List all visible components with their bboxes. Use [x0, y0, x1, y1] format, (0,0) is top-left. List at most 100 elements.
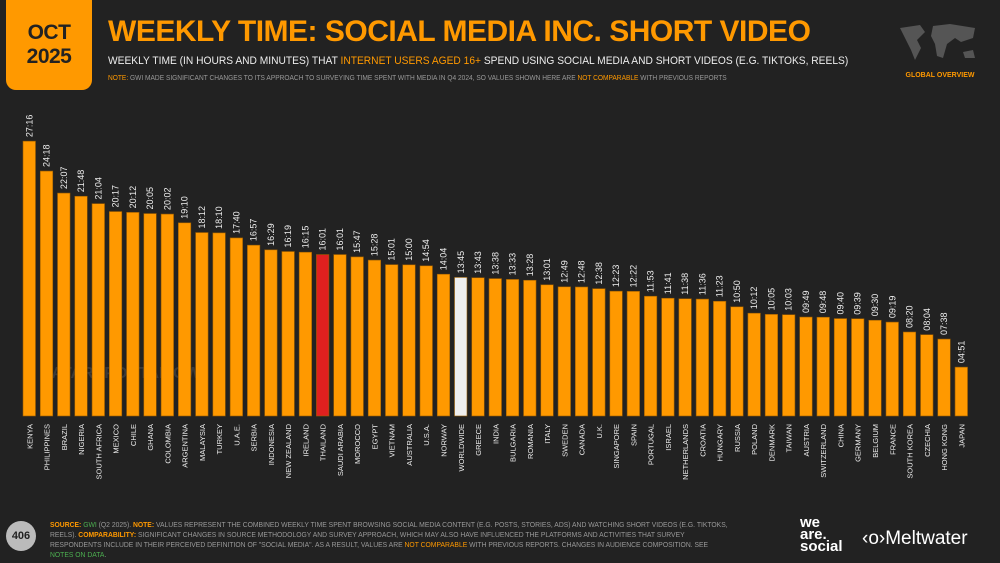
- bar-poland: [747, 312, 761, 417]
- bar-austria: [799, 316, 813, 417]
- bar-u-k-: [592, 288, 606, 417]
- bar-japan: [954, 366, 968, 417]
- bar-argentina: [178, 222, 192, 417]
- category-label: CZECHIA: [923, 424, 932, 457]
- value-label: 20:05: [145, 187, 155, 210]
- value-label: 21:48: [76, 170, 86, 193]
- value-label: 11:53: [646, 270, 656, 292]
- bar-russia: [730, 306, 744, 417]
- value-label: 12:22: [628, 265, 638, 288]
- subtitle-pre: WEEKLY TIME (IN HOURS AND MINUTES) THAT: [108, 55, 341, 67]
- footer-end: .: [104, 550, 107, 559]
- page-number: 406: [6, 521, 36, 551]
- category-label: BELGIUM: [871, 424, 880, 458]
- bar-morocco: [350, 256, 364, 417]
- notes-on-data-link[interactable]: NOTES ON DATA: [50, 550, 105, 559]
- category-label: SOUTH KOREA: [906, 424, 915, 479]
- category-label: ARGENTINA: [181, 424, 190, 468]
- logo-line: social: [800, 538, 843, 555]
- bar-brazil: [57, 192, 71, 417]
- value-label: 18:12: [197, 206, 207, 229]
- bar-taiwan: [782, 314, 796, 417]
- note-highlight: NOT COMPARABLE: [577, 73, 639, 82]
- value-label: 13:28: [525, 254, 535, 277]
- bar-thailand: [316, 254, 330, 417]
- value-label: 14:54: [421, 239, 431, 262]
- category-label: INDONESIA: [267, 424, 276, 465]
- comparability-label: COMPARABILITY:: [78, 530, 137, 539]
- bar-romania: [523, 279, 537, 417]
- value-label: 12:38: [594, 262, 604, 285]
- value-label: 09:19: [887, 296, 897, 319]
- bar-indonesia: [264, 249, 278, 417]
- category-label: IRELAND: [301, 423, 310, 456]
- category-label: NORWAY: [439, 424, 448, 457]
- value-label: 19:10: [180, 196, 190, 219]
- value-label: 11:23: [715, 275, 725, 297]
- bar-vietnam: [385, 264, 399, 417]
- category-label: BRAZIL: [60, 424, 69, 450]
- category-label: RUSSIA: [733, 424, 742, 452]
- note-label: NOTE:: [108, 73, 129, 82]
- bar-u-a-e-: [229, 237, 243, 417]
- category-label: SOUTH AFRICA: [94, 424, 103, 479]
- category-label: SWITZERLAND: [819, 423, 828, 477]
- category-label: EGYPT: [370, 424, 379, 450]
- value-label: 16:01: [318, 228, 328, 251]
- value-label: 14:04: [438, 248, 448, 271]
- category-label: CHILE: [129, 424, 138, 446]
- category-label: U.S.A.: [422, 424, 431, 446]
- bar-mexico: [109, 211, 123, 417]
- value-label: 27:16: [24, 115, 34, 138]
- world-map-icon: [900, 24, 975, 60]
- bar-turkey: [212, 232, 226, 417]
- bar-saudi-arabia: [333, 254, 347, 417]
- subtitle-post: SPEND USING SOCIAL MEDIA AND SHORT VIDEO…: [481, 55, 849, 67]
- bar-belgium: [868, 319, 882, 417]
- value-label: 17:40: [231, 211, 241, 234]
- badge-month: OCT: [27, 21, 71, 44]
- bar-australia: [402, 264, 416, 417]
- region-label: GLOBAL OVERVIEW: [905, 72, 975, 79]
- comparability-text: SIGNIFICANT CHANGES IN SOURCE METHODOLOG…: [50, 530, 685, 549]
- value-label: 12:48: [577, 260, 587, 283]
- subtitle: WEEKLY TIME (IN HOURS AND MINUTES) THAT …: [108, 55, 848, 67]
- category-label: MEXICO: [112, 424, 121, 454]
- bar-switzerland: [816, 316, 830, 417]
- category-label: AUSTRALIA: [405, 424, 414, 466]
- category-label: SAUDI ARABIA: [336, 424, 345, 476]
- logo-line: we: [800, 514, 821, 531]
- bar-south-africa: [91, 203, 105, 417]
- category-label: VIETNAM: [388, 424, 397, 457]
- bar-norway: [436, 273, 451, 417]
- page-title: WEEKLY TIME: SOCIAL MEDIA INC. SHORT VID…: [108, 15, 811, 48]
- value-label: 20:17: [111, 185, 121, 208]
- source-name: GWI: [83, 520, 97, 529]
- bar-france: [885, 321, 899, 417]
- we-are-social-logo: we are. social: [800, 514, 843, 555]
- value-label: 15:28: [369, 234, 379, 257]
- category-label: NETHERLANDS: [681, 424, 690, 480]
- bar-hungary: [713, 300, 727, 417]
- value-label: 13:01: [542, 258, 552, 281]
- category-label: NEW ZEALAND: [284, 423, 293, 478]
- value-label: 20:12: [128, 186, 138, 209]
- category-label: ROMANIA: [526, 424, 535, 459]
- category-label: ITALY: [543, 424, 552, 444]
- value-label: 15:01: [387, 238, 397, 261]
- value-label: 21:04: [93, 177, 103, 200]
- value-label: 22:07: [59, 167, 69, 190]
- value-label: 10:03: [784, 288, 794, 311]
- category-label: SPAIN: [629, 424, 638, 446]
- bar-worldwide: [454, 277, 468, 417]
- bar-canada: [575, 286, 589, 417]
- category-label: CANADA: [578, 424, 587, 455]
- category-label: GERMANY: [854, 424, 863, 462]
- badge-year: 2025: [26, 45, 72, 68]
- footer-notes: SOURCE: GWI (Q2 2025). NOTE: VALUES REPR…: [50, 520, 729, 560]
- bar-italy: [540, 284, 554, 417]
- value-label: 24:18: [42, 145, 52, 168]
- category-label: TURKEY: [215, 424, 224, 454]
- category-label: TAIWAN: [785, 424, 794, 452]
- bar-philippines: [39, 170, 54, 417]
